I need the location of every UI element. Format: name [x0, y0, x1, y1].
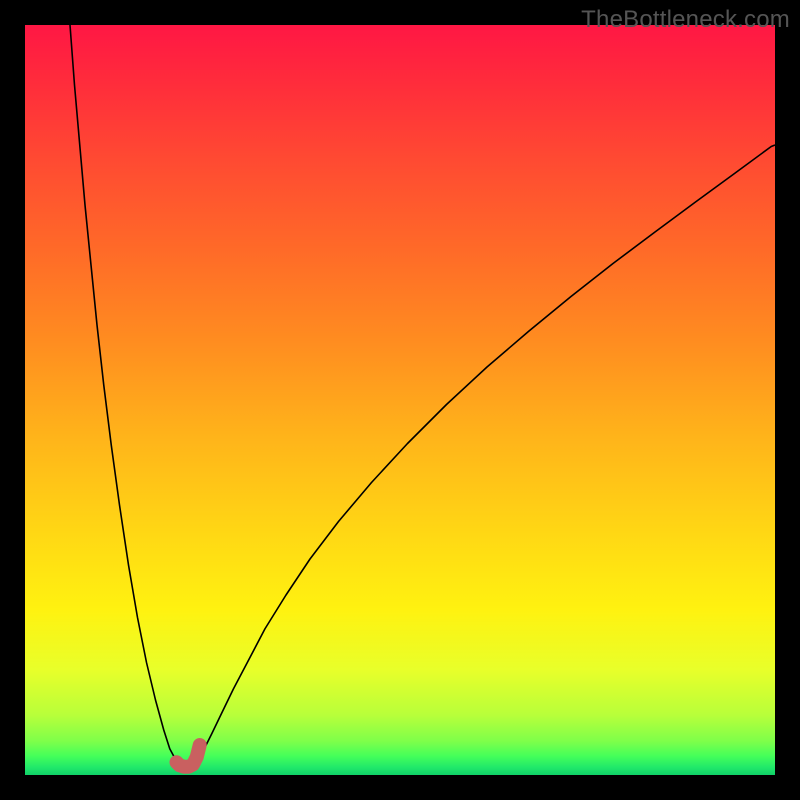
watermark-label: TheBottleneck.com: [581, 6, 790, 34]
chart-plot-area: [25, 25, 775, 775]
chart-root: TheBottleneck.com: [0, 0, 800, 800]
bottleneck-chart: [0, 0, 800, 800]
